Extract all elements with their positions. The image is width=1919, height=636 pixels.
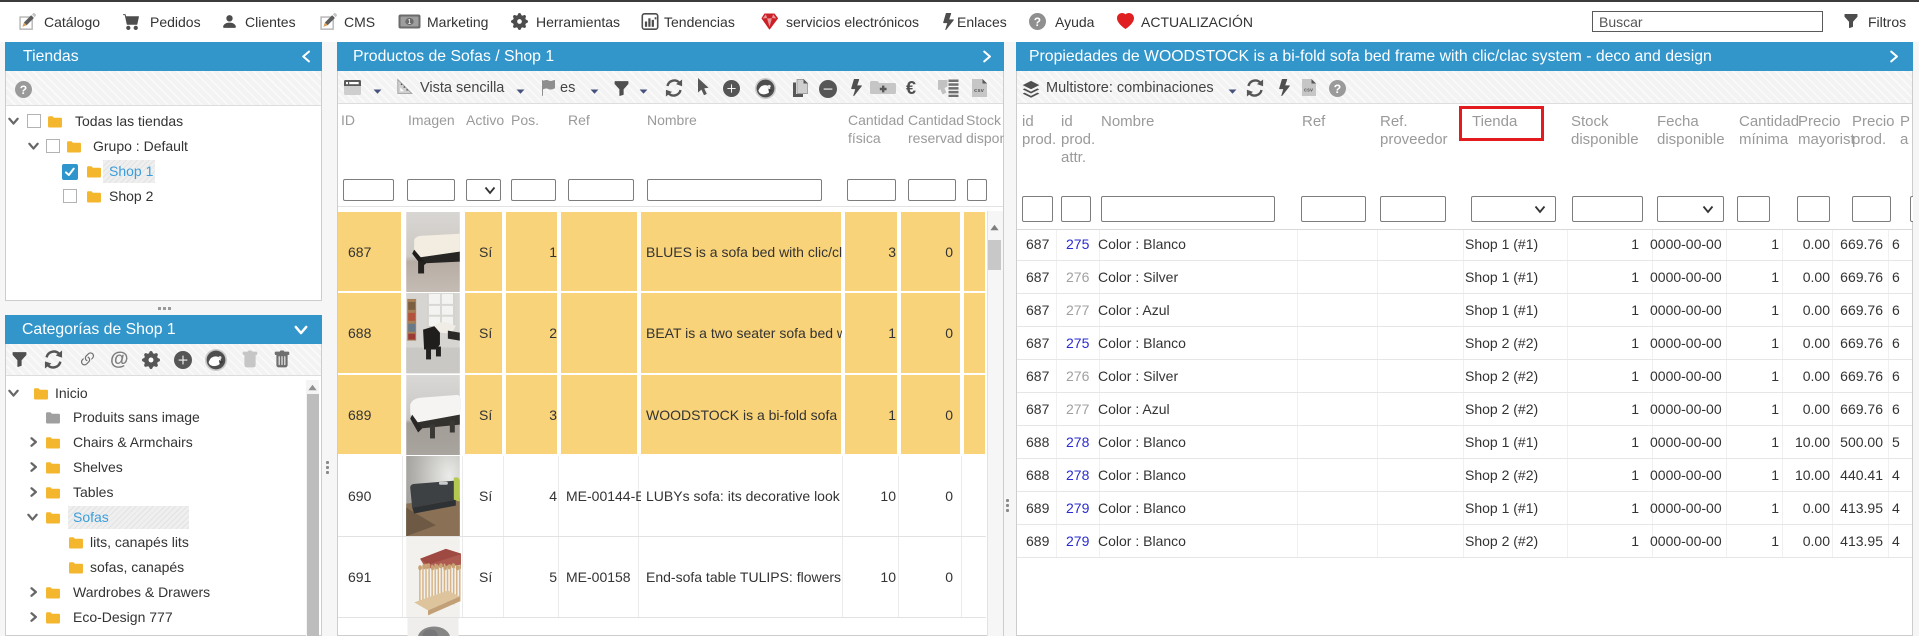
svg-text:csv: csv <box>974 87 985 94</box>
svg-text:?: ? <box>20 83 27 97</box>
svg-text:csv: csv <box>1304 88 1313 94</box>
svg-text:?: ? <box>1334 82 1341 96</box>
svg-text:?: ? <box>1034 16 1041 29</box>
svg-text:1: 1 <box>408 19 412 26</box>
